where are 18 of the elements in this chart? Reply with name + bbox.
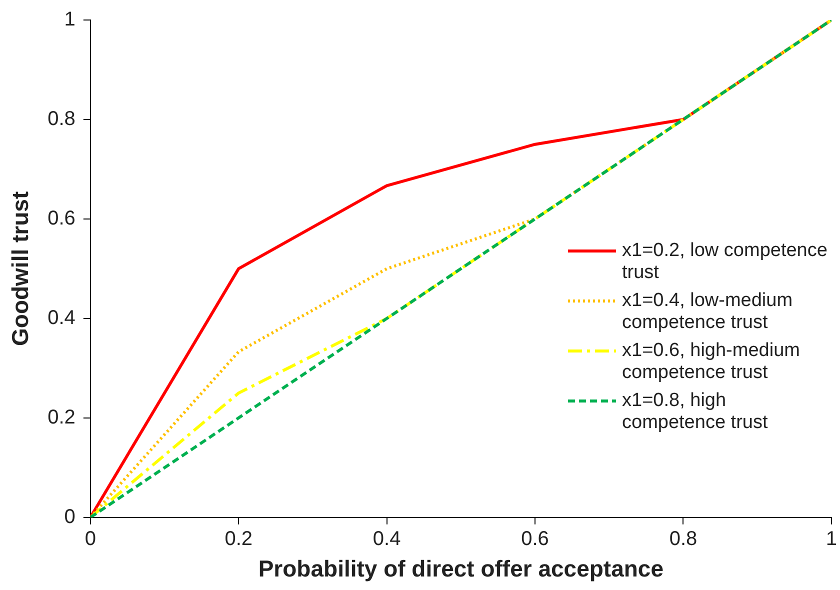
x-tick-label: 0.4 (372, 528, 401, 550)
x-tick-label: 0.8 (669, 528, 698, 550)
y-tick-label: 1 (64, 8, 76, 31)
y-tick-label: 0.6 (48, 207, 76, 230)
legend-label: x1=0.6, high-medium competence trust (622, 340, 801, 384)
x-tick-label: 0 (84, 528, 96, 550)
y-tick-label: 0.4 (48, 306, 76, 329)
x-axis-title: Probability of direct offer acceptance (258, 556, 664, 582)
y-axis-title: Goodwill trust (7, 191, 34, 346)
legend-label: x1=0.2, low competence trust (622, 240, 828, 284)
legend-label: x1=0.8, high competence trust (622, 390, 769, 434)
y-tick-label: 0.2 (48, 406, 76, 428)
y-tick-label: 0 (64, 506, 76, 528)
x-tick-label: 1 (826, 528, 837, 550)
legend-label: x1=0.4, low-medium competence trust (622, 290, 794, 334)
x-tick-label: 0.2 (224, 528, 253, 550)
x-tick-label: 0.6 (521, 528, 549, 550)
y-tick-label: 0.8 (48, 108, 76, 130)
